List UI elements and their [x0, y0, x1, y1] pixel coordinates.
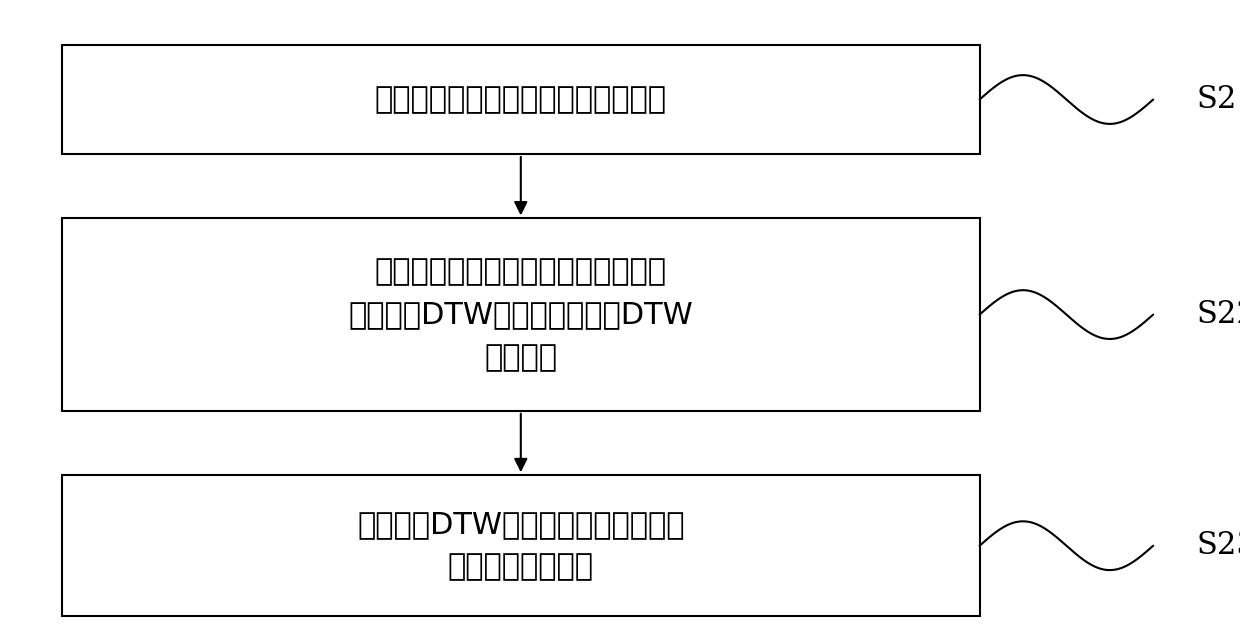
Text: 分别计算所述目标波形与各个周期波
形之间的DTW距离并相加获得DTW
距离总值: 分别计算所述目标波形与各个周期波 形之间的DTW距离并相加获得DTW 距离总值 [348, 257, 693, 372]
Text: S22: S22 [1197, 299, 1240, 330]
FancyBboxPatch shape [62, 45, 980, 154]
Text: 采用所述DTW距离总值作为所述周期
波形的相似度信息: 采用所述DTW距离总值作为所述周期 波形的相似度信息 [357, 510, 684, 582]
Text: S21: S21 [1197, 84, 1240, 115]
FancyBboxPatch shape [62, 475, 980, 616]
FancyBboxPatch shape [62, 218, 980, 411]
Text: 获取任一所述周期波形作为目标波形: 获取任一所述周期波形作为目标波形 [374, 85, 667, 114]
Text: S23: S23 [1197, 530, 1240, 561]
